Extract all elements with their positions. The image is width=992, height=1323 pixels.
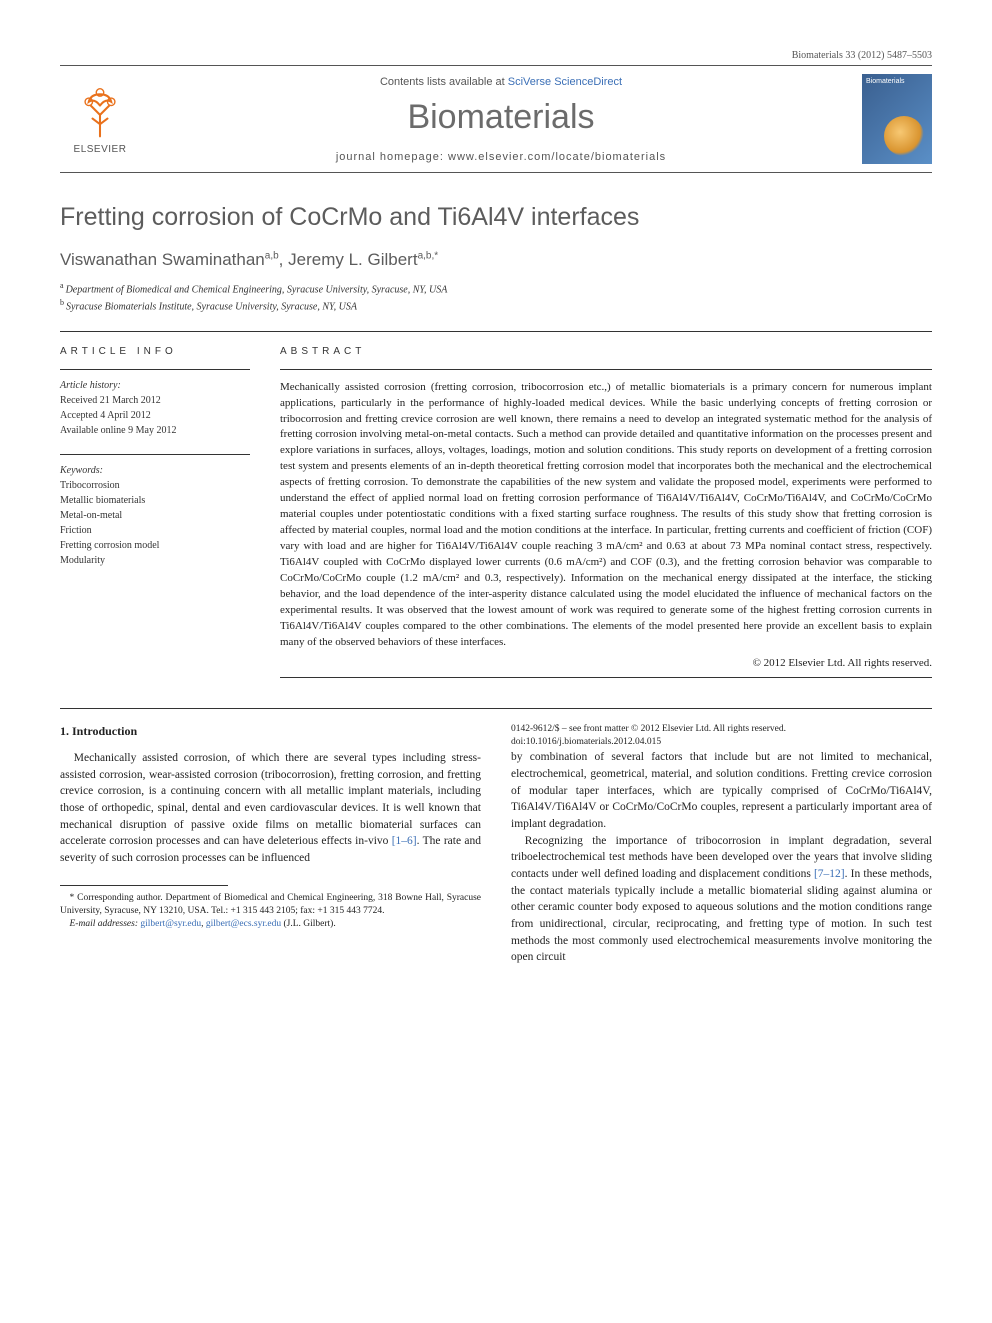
- abstract-copyright: © 2012 Elsevier Ltd. All rights reserved…: [280, 657, 932, 669]
- affiliations: aDepartment of Biomedical and Chemical E…: [60, 280, 932, 315]
- journal-cover-thumb: Biomaterials: [862, 74, 932, 164]
- meta-abstract-row: ARTICLE INFO Article history: Received 2…: [60, 346, 932, 678]
- article-history: Article history: Received 21 March 2012 …: [60, 380, 250, 438]
- received-date: Received 21 March 2012: [60, 393, 250, 408]
- footnote-separator: [60, 885, 228, 886]
- journal-homepage: journal homepage: www.elsevier.com/locat…: [140, 151, 862, 163]
- history-label: Article history:: [60, 380, 250, 391]
- keyword: Fretting corrosion model: [60, 538, 250, 553]
- abstract-col: ABSTRACT Mechanically assisted corrosion…: [280, 346, 932, 678]
- divider: [60, 331, 932, 332]
- corresponding-star: *: [434, 250, 438, 261]
- keyword: Metallic biomaterials: [60, 493, 250, 508]
- journal-name: Biomaterials: [140, 98, 862, 137]
- available-date: Available online 9 May 2012: [60, 423, 250, 438]
- body-paragraph: Mechanically assisted corrosion, of whic…: [60, 750, 481, 867]
- homepage-url[interactable]: www.elsevier.com/locate/biomaterials: [448, 151, 666, 163]
- keyword: Metal-on-metal: [60, 508, 250, 523]
- contents-prefix: Contents lists available at: [380, 76, 508, 88]
- author-1-affil: a,b: [265, 250, 279, 261]
- affil-b: Syracuse Biomaterials Institute, Syracus…: [66, 302, 357, 313]
- accepted-date: Accepted 4 April 2012: [60, 408, 250, 423]
- email-link[interactable]: gilbert@syr.edu: [140, 919, 201, 929]
- affil-a: Department of Biomedical and Chemical En…: [66, 284, 448, 295]
- ref-link[interactable]: [7–12]: [814, 868, 845, 880]
- article-info-col: ARTICLE INFO Article history: Received 2…: [60, 346, 250, 678]
- bottom-meta: 0142-9612/$ – see front matter © 2012 El…: [511, 723, 932, 750]
- author-2: Jeremy L. Gilbert: [288, 250, 417, 269]
- author-2-affil: a,b,: [418, 250, 435, 261]
- page: Biomaterials 33 (2012) 5487–5503 ELSEVIE…: [0, 0, 992, 1006]
- keyword: Tribocorrosion: [60, 478, 250, 493]
- body-paragraph: Recognizing the importance of tribocorro…: [511, 833, 932, 966]
- masthead: ELSEVIER Contents lists available at Sci…: [60, 65, 932, 173]
- elsevier-tree-icon: [71, 84, 129, 142]
- publisher-label: ELSEVIER: [74, 144, 127, 155]
- cover-title: Biomaterials: [862, 74, 932, 85]
- ref-link[interactable]: [1–6]: [392, 835, 417, 847]
- footnotes: * Corresponding author. Department of Bi…: [60, 892, 481, 932]
- running-citation: Biomaterials 33 (2012) 5487–5503: [60, 50, 932, 61]
- divider: [60, 708, 932, 709]
- author-line: Viswanathan Swaminathana,b, Jeremy L. Gi…: [60, 250, 932, 270]
- body-paragraph: by combination of several factors that i…: [511, 749, 932, 832]
- author-1: Viswanathan Swaminathan: [60, 250, 265, 269]
- sciencedirect-link[interactable]: SciVerse ScienceDirect: [508, 76, 622, 88]
- issn-line: 0142-9612/$ – see front matter © 2012 El…: [511, 723, 932, 736]
- contents-available: Contents lists available at SciVerse Sci…: [140, 76, 862, 88]
- masthead-center: Contents lists available at SciVerse Sci…: [140, 76, 862, 163]
- corresponding-footnote: * Corresponding author. Department of Bi…: [60, 892, 481, 919]
- keywords-label: Keywords:: [60, 465, 250, 476]
- email-link[interactable]: gilbert@ecs.syr.edu: [206, 919, 281, 929]
- email-footnote: E-mail addresses: gilbert@syr.edu, gilbe…: [60, 918, 481, 931]
- article-info-heading: ARTICLE INFO: [60, 346, 250, 357]
- abstract-heading: ABSTRACT: [280, 346, 932, 357]
- author-sep: ,: [279, 250, 288, 269]
- doi-line: doi:10.1016/j.biomaterials.2012.04.015: [511, 736, 932, 749]
- homepage-prefix: journal homepage:: [336, 151, 448, 163]
- cover-art-icon: [884, 116, 924, 156]
- keyword: Friction: [60, 523, 250, 538]
- section-1-heading: 1. Introduction: [60, 723, 481, 740]
- abstract-text: Mechanically assisted corrosion (frettin…: [280, 380, 932, 651]
- body-columns: 1. Introduction Mechanically assisted co…: [60, 723, 932, 966]
- keyword: Modularity: [60, 553, 250, 568]
- keywords-block: Keywords: Tribocorrosion Metallic biomat…: [60, 465, 250, 568]
- article-title: Fretting corrosion of CoCrMo and Ti6Al4V…: [60, 203, 932, 232]
- publisher-block: ELSEVIER: [60, 84, 140, 155]
